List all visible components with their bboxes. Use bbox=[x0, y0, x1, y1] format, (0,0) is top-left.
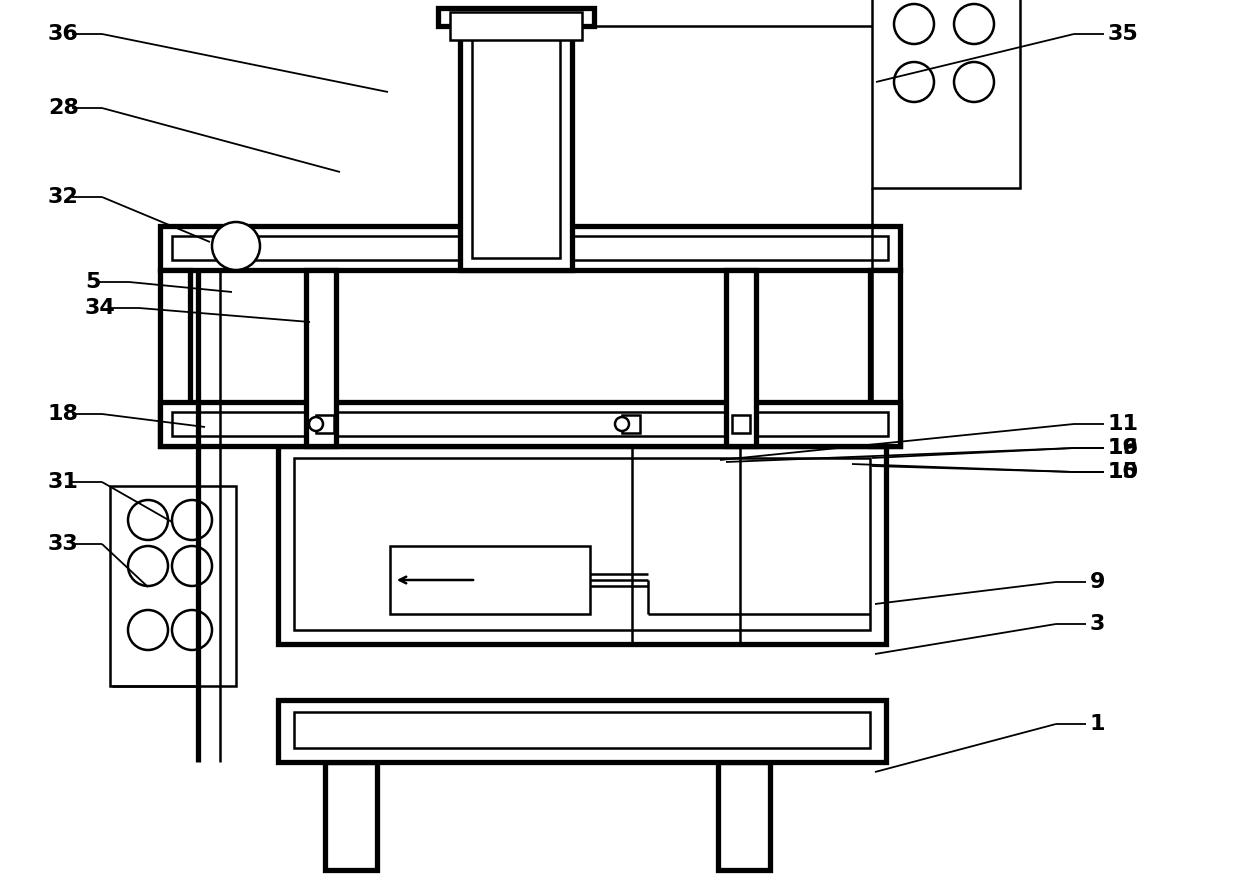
Bar bbox=[294, 712, 870, 748]
Circle shape bbox=[128, 546, 167, 586]
Bar bbox=[306, 270, 336, 446]
Bar bbox=[870, 270, 900, 446]
Bar bbox=[725, 270, 756, 446]
Circle shape bbox=[954, 62, 994, 102]
Circle shape bbox=[212, 222, 260, 270]
Text: 18: 18 bbox=[48, 404, 79, 424]
Bar bbox=[732, 415, 750, 433]
Bar bbox=[622, 415, 640, 433]
Circle shape bbox=[615, 417, 629, 431]
Text: 36: 36 bbox=[48, 24, 79, 44]
Text: 35: 35 bbox=[1109, 24, 1138, 44]
Circle shape bbox=[894, 62, 934, 102]
Text: 16: 16 bbox=[1109, 438, 1140, 458]
Bar bbox=[872, 0, 1021, 188]
Bar bbox=[110, 486, 236, 686]
Text: 11: 11 bbox=[1109, 414, 1140, 434]
Text: 32: 32 bbox=[48, 187, 79, 207]
Text: 28: 28 bbox=[48, 98, 79, 118]
Bar bbox=[718, 762, 770, 870]
Bar bbox=[316, 415, 334, 433]
Text: 15: 15 bbox=[1109, 462, 1138, 482]
Circle shape bbox=[954, 4, 994, 44]
Text: 31: 31 bbox=[48, 472, 79, 492]
Text: 33: 33 bbox=[48, 534, 79, 554]
Bar bbox=[460, 20, 572, 270]
Bar bbox=[160, 270, 190, 446]
Bar bbox=[294, 458, 870, 630]
Bar bbox=[160, 402, 900, 446]
Bar bbox=[278, 700, 887, 762]
Bar bbox=[472, 32, 560, 258]
Bar bbox=[160, 226, 900, 270]
Circle shape bbox=[172, 546, 212, 586]
Circle shape bbox=[894, 4, 934, 44]
Circle shape bbox=[309, 417, 322, 431]
Text: 10: 10 bbox=[1109, 462, 1140, 482]
Bar bbox=[172, 236, 888, 260]
Text: 19: 19 bbox=[1109, 438, 1138, 458]
Bar bbox=[438, 8, 594, 26]
Text: 3: 3 bbox=[1090, 614, 1105, 634]
Bar bbox=[172, 412, 888, 436]
Text: 9: 9 bbox=[1090, 572, 1105, 592]
Text: 34: 34 bbox=[86, 298, 115, 318]
Bar bbox=[278, 446, 887, 644]
Circle shape bbox=[128, 500, 167, 540]
Text: 5: 5 bbox=[86, 272, 100, 292]
Circle shape bbox=[172, 500, 212, 540]
Circle shape bbox=[128, 610, 167, 650]
Text: 1: 1 bbox=[1090, 714, 1106, 734]
Bar bbox=[391, 546, 590, 614]
Bar bbox=[325, 762, 377, 870]
Bar bbox=[450, 12, 582, 40]
Circle shape bbox=[172, 610, 212, 650]
